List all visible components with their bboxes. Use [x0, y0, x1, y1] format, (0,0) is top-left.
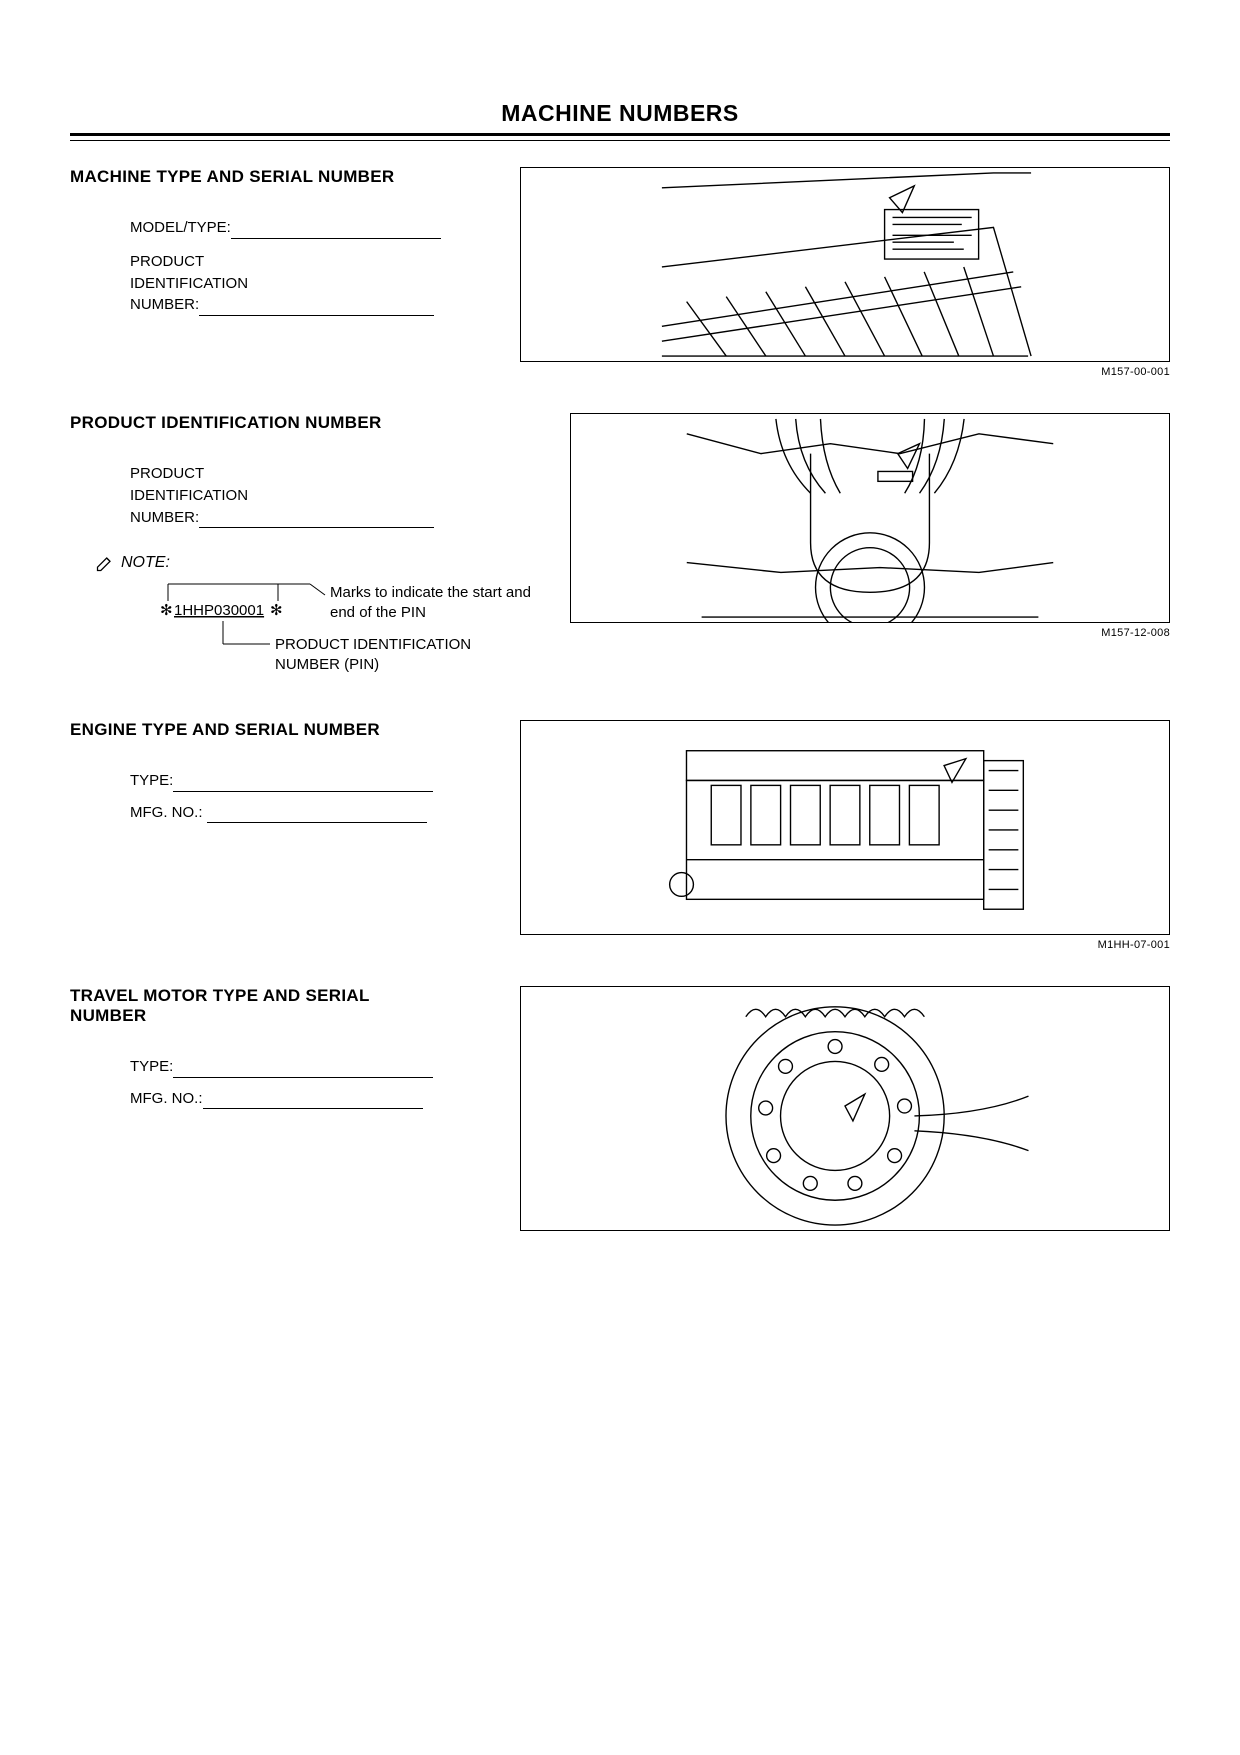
- blank-engine-mfg[interactable]: [207, 822, 427, 823]
- field-tm-mfg: MFG. NO.:: [130, 1088, 480, 1110]
- svg-text:end of the PIN: end of the PIN: [330, 604, 426, 621]
- heading-pin: PRODUCT IDENTIFICATION NUMBER: [70, 413, 530, 433]
- figure-travel-motor: [520, 986, 1170, 1231]
- field-pin: NUMBER:: [130, 294, 480, 316]
- svg-text:✻: ✻: [270, 602, 283, 619]
- figure-machine-plate: [520, 167, 1170, 362]
- label-pin2-l2: IDENTIFICATION: [130, 485, 530, 507]
- pencil-icon: [95, 553, 115, 573]
- heading-travel-motor: TRAVEL MOTOR TYPE AND SERIAL NUMBER: [70, 986, 480, 1026]
- blank-tm-mfg[interactable]: [203, 1108, 423, 1109]
- section-engine: ENGINE TYPE AND SERIAL NUMBER TYPE: MFG.…: [70, 720, 1170, 951]
- figure-pin-location: [570, 413, 1170, 623]
- page-title: MACHINE NUMBERS: [70, 100, 1170, 136]
- heading-engine: ENGINE TYPE AND SERIAL NUMBER: [70, 720, 480, 740]
- blank-engine-type[interactable]: [173, 791, 433, 792]
- blank-model-type[interactable]: [231, 238, 441, 239]
- section-machine-type: MACHINE TYPE AND SERIAL NUMBER MODEL/TYP…: [70, 167, 1170, 378]
- svg-text:Marks to indicate the start an: Marks to indicate the start and: [330, 584, 530, 601]
- label-pin2-l3: NUMBER:: [130, 509, 199, 526]
- field-engine-type: TYPE:: [130, 770, 480, 792]
- svg-text:✻: ✻: [160, 602, 173, 619]
- label-pin-l3: NUMBER:: [130, 296, 199, 313]
- note-label: NOTE:: [121, 554, 170, 572]
- label-pin-l1: PRODUCT: [130, 251, 480, 273]
- field-tm-type: TYPE:: [130, 1056, 480, 1078]
- figure-code-1: M157-00-001: [520, 366, 1170, 378]
- label-model-type: MODEL/TYPE:: [130, 219, 231, 236]
- note-row: NOTE:: [95, 553, 530, 573]
- field-model-type: MODEL/TYPE:: [130, 217, 480, 239]
- blank-pin[interactable]: [199, 315, 434, 316]
- figure-engine: [520, 720, 1170, 935]
- pin-diagram: ✻ 1HHP030001 ✻ Marks to indicate the sta…: [130, 579, 530, 685]
- label-pin2-l1: PRODUCT: [130, 463, 530, 485]
- label-tm-mfg: MFG. NO.:: [130, 1090, 203, 1107]
- title-underline: [70, 140, 1170, 141]
- svg-text:NUMBER (PIN): NUMBER (PIN): [275, 656, 379, 673]
- section-pin: PRODUCT IDENTIFICATION NUMBER PRODUCT ID…: [70, 413, 1170, 685]
- label-pin-l2: IDENTIFICATION: [130, 273, 480, 295]
- field-engine-mfg: MFG. NO.:: [130, 802, 480, 824]
- section-travel-motor: TRAVEL MOTOR TYPE AND SERIAL NUMBER TYPE…: [70, 986, 1170, 1231]
- label-engine-mfg: MFG. NO.:: [130, 804, 207, 821]
- blank-tm-type[interactable]: [173, 1077, 433, 1078]
- svg-text:PRODUCT IDENTIFICATION: PRODUCT IDENTIFICATION: [275, 636, 471, 653]
- figure-code-2: M157-12-008: [570, 627, 1170, 639]
- label-engine-type: TYPE:: [130, 772, 173, 789]
- label-tm-type: TYPE:: [130, 1058, 173, 1075]
- heading-machine-type: MACHINE TYPE AND SERIAL NUMBER: [70, 167, 480, 187]
- field-pin2: NUMBER:: [130, 507, 530, 529]
- blank-pin2[interactable]: [199, 527, 434, 528]
- figure-code-3: M1HH-07-001: [520, 939, 1170, 951]
- pin-example-text: 1HHP030001: [174, 602, 264, 619]
